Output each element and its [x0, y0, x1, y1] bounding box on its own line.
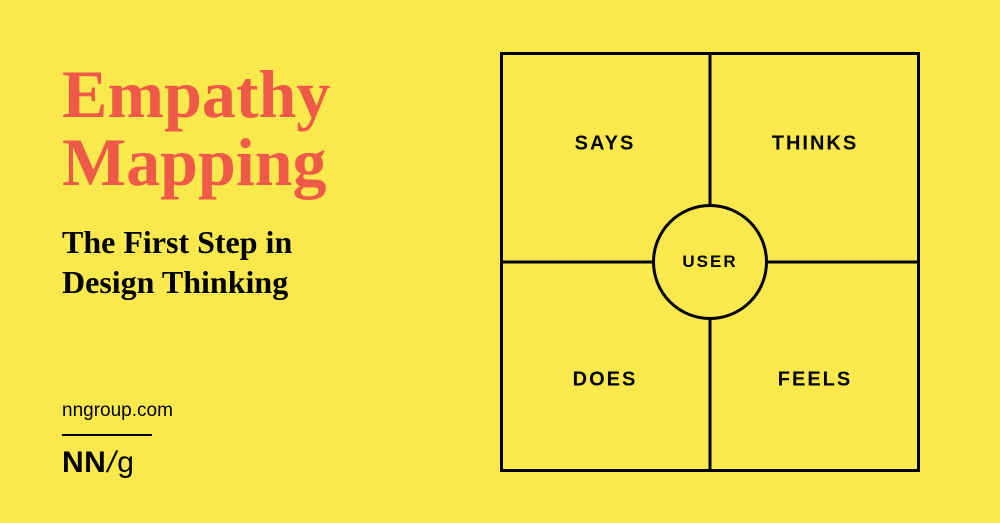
- page-title: Empathy Mapping: [62, 60, 450, 196]
- title-line-1: Empathy: [62, 56, 330, 132]
- site-url: nngroup.com: [62, 400, 450, 422]
- logo-nn: NN: [62, 446, 106, 479]
- left-panel: Empathy Mapping The First Step in Design…: [0, 0, 450, 523]
- title-line-2: Mapping: [62, 124, 327, 200]
- quadrant-thinks: THINKS: [710, 133, 920, 156]
- quadrant-feels: FEELS: [710, 368, 920, 391]
- logo-slash: /: [107, 446, 116, 479]
- quadrant-does: DOES: [500, 368, 710, 391]
- subtitle-line-2: Design Thinking: [62, 264, 288, 300]
- brand-logo: NN/g: [62, 446, 450, 480]
- subtitle-line-1: The First Step in: [62, 224, 292, 260]
- page-subtitle: The First Step in Design Thinking: [62, 222, 450, 302]
- right-panel: SAYS THINKS DOES FEELS USER: [450, 0, 1000, 523]
- empathy-map-diagram: SAYS THINKS DOES FEELS USER: [500, 52, 920, 472]
- divider: [62, 434, 152, 436]
- center-circle: USER: [652, 204, 768, 320]
- quadrant-says: SAYS: [500, 133, 710, 156]
- center-label: USER: [682, 252, 737, 272]
- logo-g: g: [117, 446, 134, 479]
